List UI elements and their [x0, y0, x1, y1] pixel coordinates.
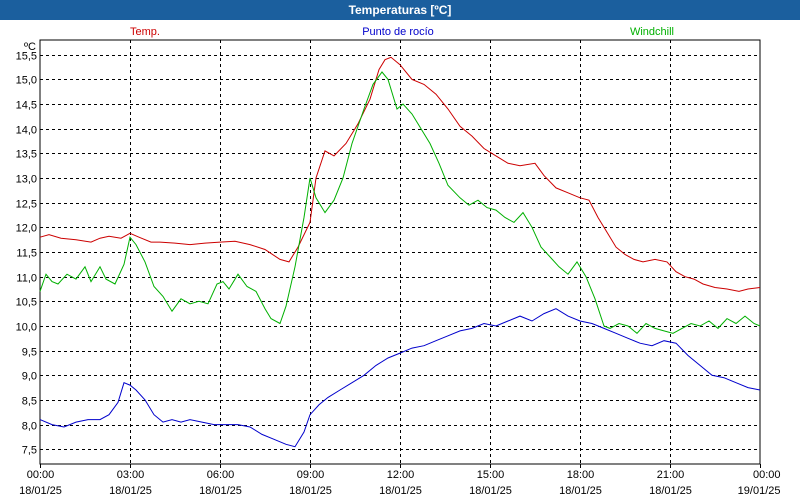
y-tick-label: 12,0 [16, 223, 37, 235]
y-axis-label: ºC [24, 41, 36, 53]
y-axis-ticks: 7,5 8,0 8,5 9,0 9,5 10,0 10,5 11,0 11,5 12,0 12,5 1… [16, 51, 37, 457]
y-tick-label: 9,0 [22, 371, 37, 383]
x-tick-date: 18/01/25 [559, 485, 602, 497]
x-tick-time: 00:00 [27, 469, 55, 481]
y-tick-label: 13,5 [16, 149, 37, 161]
y-tick-label: 11,5 [16, 248, 37, 260]
y-tick-label: 8,5 [22, 396, 37, 408]
y-tick-label: 10,5 [16, 297, 37, 309]
series-line-windchill [39, 71, 761, 334]
x-tick-date: 18/01/25 [109, 485, 152, 497]
chart-title: Temperaturas [ºC] [348, 3, 452, 17]
y-tick-label: 15,0 [16, 75, 37, 87]
y-tick-label: 14,5 [16, 100, 37, 112]
x-tick-date: 18/01/25 [649, 485, 692, 497]
x-tick-time: 18:00 [567, 469, 595, 481]
chart-legend: Temp. Punto de rocío Windchill [130, 26, 674, 38]
x-tick-time: 12:00 [387, 469, 415, 481]
series-line-temp [39, 56, 761, 292]
chart-series [39, 56, 761, 448]
x-tick-date: 18/01/25 [199, 485, 242, 497]
chart-title-bar: Temperaturas [ºC] [0, 0, 800, 20]
x-tick-time: 15:00 [477, 469, 505, 481]
legend-item-windchill: Windchill [630, 26, 674, 38]
y-tick-label: 12,5 [16, 199, 37, 211]
x-tick-time: 00:00 [753, 469, 781, 481]
y-tick-label: 8,0 [22, 421, 37, 433]
legend-item-dew: Punto de rocío [362, 26, 434, 38]
x-tick-date: 18/01/25 [469, 485, 512, 497]
y-tick-label: 9,5 [22, 347, 37, 359]
y-tick-label: 11,0 [16, 273, 37, 285]
legend-item-temp: Temp. [130, 26, 160, 38]
y-tick-label: 13,0 [16, 174, 37, 186]
x-tick-date: 18/01/25 [289, 485, 332, 497]
y-tick-label: 15,5 [16, 51, 37, 63]
x-tick-date: 18/01/25 [19, 485, 62, 497]
series-line-dew [39, 308, 761, 448]
x-tick-date: 19/01/25 [738, 485, 781, 497]
y-tick-label: 14,0 [16, 125, 37, 137]
x-tick-date: 18/01/25 [379, 485, 422, 497]
temperature-chart: 7,5 8,0 8,5 9,0 9,5 10,0 10,5 11,0 11,5 12,0 12,5 1… [16, 26, 781, 497]
x-tick-time: 21:00 [657, 469, 685, 481]
y-tick-label: 10,0 [16, 322, 37, 334]
y-tick-label: 7,5 [22, 445, 37, 457]
x-axis-ticks: 00:00 18/01/25 03:00 18/01/25 06:00 18/01/25 0… [19, 469, 780, 497]
x-tick-time: 06:00 [207, 469, 235, 481]
x-tick-time: 03:00 [117, 469, 145, 481]
chart-grid [39, 39, 761, 468]
x-tick-time: 09:00 [297, 469, 325, 481]
